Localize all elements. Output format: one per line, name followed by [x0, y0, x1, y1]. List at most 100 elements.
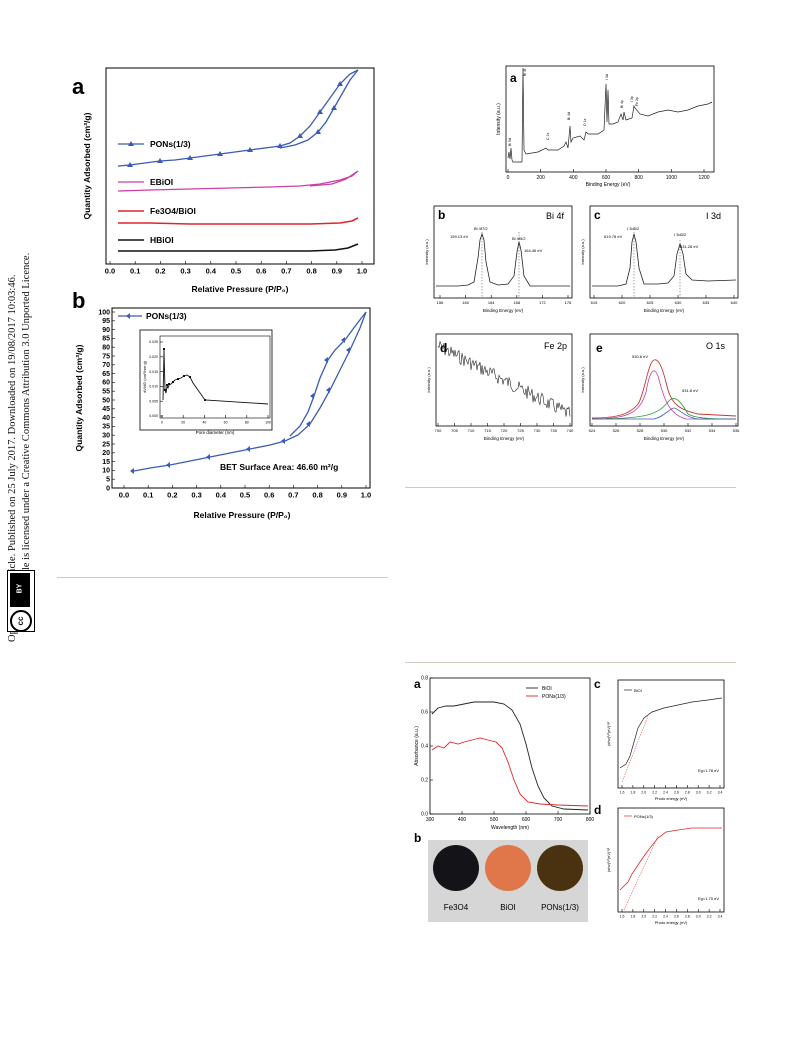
- xps-e-x-tick-label: 534: [709, 428, 716, 433]
- bioi-sample: [485, 845, 531, 891]
- inset-x-tick-label: 60: [224, 421, 228, 425]
- bet-b-x-tick-label: 0.5: [240, 491, 250, 500]
- uv-a-x-tick-label: 400: [458, 817, 467, 823]
- bet-b-y-tick-label: 75: [102, 353, 110, 360]
- i3d-peak2-label: I 3d3/2: [674, 232, 687, 237]
- bet-b-y-tick-label: 10: [102, 468, 110, 475]
- inset-ylabel: dV/dD (cm³/nm·g): [142, 360, 147, 392]
- uv-d-xticks: 1.6 1.8 2.0 2.2 2.4 2.6 2.8 3.0 3.2 3.4: [620, 909, 723, 919]
- cc-by-badge[interactable]: cc BY: [7, 570, 35, 632]
- bet-b-x-tick-label: 0.8: [312, 491, 322, 500]
- xps-a-x-tick-label: 400: [569, 175, 578, 181]
- pons-markers: [127, 81, 343, 167]
- bet-a-x-tick-label: 1.0: [357, 267, 367, 276]
- peak-o1s: O 1s: [583, 118, 587, 126]
- bet-b-x-tick-label: 1.0: [361, 491, 371, 500]
- by-label: BY: [10, 573, 30, 607]
- uv-d-legend: PONs(1/3): [634, 814, 654, 819]
- pons-isotherm-desorption: [279, 69, 359, 149]
- rule-right-1: [405, 487, 736, 488]
- xps-c-ylabel: Intensity (a.u.): [580, 239, 585, 265]
- bet-b-y-tick-label: 90: [102, 327, 110, 334]
- panel-a-frame: [105, 67, 375, 265]
- uv-d-x-tick-label: 3.4: [718, 915, 723, 919]
- legend-ebioi: EBiOI: [150, 177, 173, 187]
- uv-d-ylabel: (αhν)¹/²(eV)¹/²: [606, 847, 611, 872]
- uv-a-xticks: 300 400 500 600 700 800: [426, 811, 594, 823]
- bet-b-y-tick-label: 15: [102, 459, 110, 466]
- legend-pons: PONs(1/3): [150, 139, 191, 149]
- bet-b-x-tick-label: 0.6: [264, 491, 274, 500]
- xps-d-x-tick-label: 740: [567, 428, 574, 433]
- xps-e-x-tick-label: 524: [589, 428, 596, 433]
- inset-y-tick-label: 0.015: [149, 370, 158, 374]
- ebioi-isotherm: [117, 170, 359, 192]
- uv-c-legend: BiOI: [634, 688, 642, 693]
- bet-b-y-tick-label: 70: [102, 362, 110, 369]
- xps-c-x-tick-label: 620: [619, 300, 626, 305]
- rule-left: [57, 577, 388, 578]
- xps-b-label: b: [438, 208, 445, 222]
- bet-b-x-tick-label: 0.4: [216, 491, 227, 500]
- uv-c-x-tick-label: 3.4: [718, 791, 723, 795]
- bet-b-x-tick-label: 0.0: [119, 491, 129, 500]
- pons-sample: [537, 845, 583, 891]
- bi4f-spectrum: [436, 232, 570, 287]
- bet-a-x-tick-label: 0.5: [231, 267, 241, 276]
- sample-pons-label: PONs(1/3): [541, 903, 579, 912]
- panel-b-ylabel: Quantity Adsorbed (cm³/g): [74, 344, 84, 451]
- bet-a-x-tick-label: 0.4: [206, 267, 217, 276]
- inset-y-tick-label: 0.000: [149, 414, 158, 418]
- inset-xticks: 0 20 40 60 80 100: [161, 415, 271, 425]
- bi4f-peak1-label: Bi 4f7/2: [474, 226, 488, 231]
- legend-fe3o4-bioi: Fe3O4/BiOI: [150, 206, 196, 216]
- inset-x-tick-label: 40: [202, 421, 206, 425]
- peak-c1s: C 1s: [546, 133, 550, 140]
- bet-b-x-tick-label: 0.3: [191, 491, 201, 500]
- xps-survey-spectrum: [507, 67, 713, 163]
- panel-b-frame: [111, 307, 371, 489]
- bet-a-x-tick-label: 0.6: [256, 267, 266, 276]
- i3d-spectrum: [592, 233, 737, 287]
- xps-e-ylabel: Intensity (a.u.): [580, 367, 585, 393]
- xps-b-x-tick-label: 168: [513, 300, 520, 305]
- xps-a-x-tick-label: 0: [507, 175, 510, 181]
- uv-a-ylabel: Absorbance (a.u.): [414, 726, 420, 766]
- ebioi-isotherm-desorption: [309, 170, 359, 187]
- uv-c-ylabel: (αhν)¹/²(eV)¹/²: [606, 721, 611, 746]
- legend-hbioi: HBiOI: [150, 235, 174, 245]
- uv-c-x-tick-label: 3.2: [707, 791, 712, 795]
- pons-b-desorption: [289, 311, 367, 437]
- uv-c-x-tick-label: 2.8: [685, 791, 690, 795]
- bet-b-y-tick-label: 50: [102, 397, 110, 404]
- bet-b-y-tick-label: 25: [102, 441, 110, 448]
- uv-a-y-tick-label: 0.4: [421, 744, 428, 750]
- inset-x-tick-label: 20: [181, 421, 185, 425]
- rule-right-2: [405, 662, 736, 663]
- o1s-component-2: [591, 398, 737, 420]
- xps-a-x-tick-label: 200: [536, 175, 545, 181]
- uv-a-x-tick-label: 300: [426, 817, 435, 823]
- bet-b-x-tick-label: 0.9: [337, 491, 347, 500]
- bet-a-x-tick-label: 0.1: [130, 267, 140, 276]
- pons-isotherm-adsorption: [117, 69, 359, 167]
- uv-d-x-tick-label: 3.0: [696, 915, 701, 919]
- i3d-peak2-value: 631.28 eV: [680, 244, 699, 249]
- sample-fe3o4-label: Fe3O4: [444, 903, 469, 912]
- peak-i3d: I 3d: [605, 74, 609, 80]
- uv-d-x-tick-label: 2.2: [652, 915, 657, 919]
- inset-y-tick-label: 0.020: [149, 355, 158, 359]
- peak-bi4f: Bi 4f: [523, 69, 527, 76]
- i3d-peak1-label: I 3d5/2: [627, 226, 640, 231]
- uv-legend-bioi: BiOI: [542, 686, 552, 692]
- panel-a-legend: PONs(1/3) EBiOI Fe3O4/BiOI HBiOI: [118, 139, 196, 245]
- o1s-component-1: [591, 370, 736, 420]
- xps-e-xticks: 524 526 528 530 532 534 536: [589, 423, 740, 433]
- bet-b-x-tick-label: 0.1: [143, 491, 153, 500]
- xps-d-x-tick-label: 715: [484, 428, 491, 433]
- uv-figure: a Absorbance (a.u.) Wavelength (nm) 300 4…: [414, 676, 725, 925]
- xps-a-x-tick-label: 1200: [698, 175, 709, 181]
- pons-absorbance: [431, 737, 589, 807]
- peak-bi4d: Bi 4d: [567, 112, 571, 120]
- xps-b-x-tick-label: 156: [437, 300, 444, 305]
